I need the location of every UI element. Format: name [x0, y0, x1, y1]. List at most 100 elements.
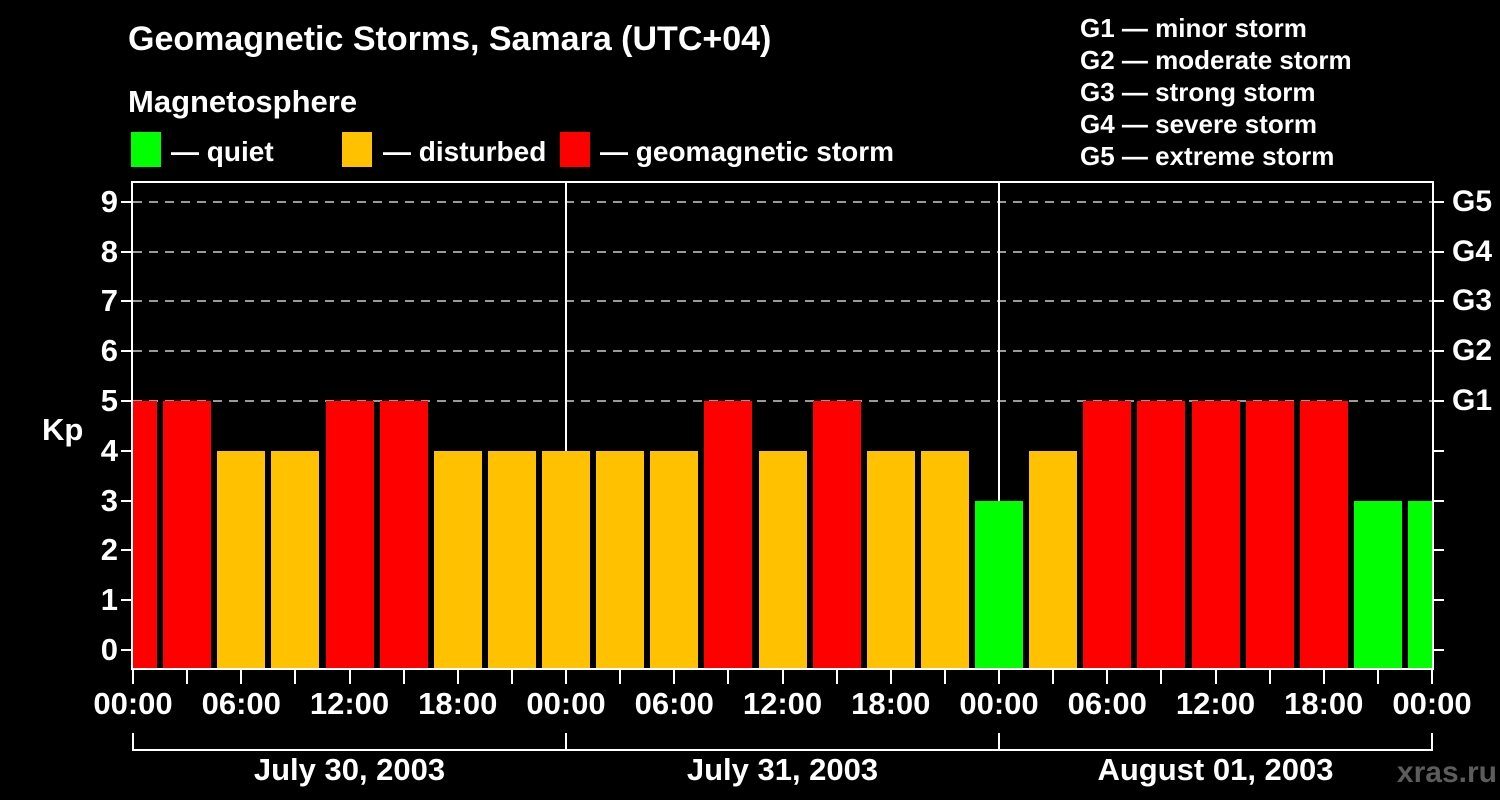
kp-bar-storm — [812, 401, 861, 668]
g-scale-label-g5: G5 — [1452, 184, 1493, 218]
y-axis-label-4: 4 — [100, 432, 118, 468]
x-axis-tick — [1322, 670, 1325, 684]
y-axis-tick-right — [1434, 649, 1444, 651]
quiet-legend-label: — quiet — [171, 136, 274, 167]
y-axis-tick-left — [121, 449, 131, 452]
x-axis-tick — [186, 670, 189, 684]
date-label: August 01, 2003 — [1097, 752, 1334, 787]
y-axis-label-0: 0 — [100, 632, 118, 667]
time-label: 18:00 — [1284, 686, 1364, 721]
kp-bar-disturbed — [650, 450, 699, 668]
disturbed-legend-label: — disturbed — [383, 136, 547, 167]
time-label: 18:00 — [418, 686, 498, 721]
day-separator-line — [998, 183, 1000, 668]
x-axis-tick — [943, 670, 946, 684]
time-label: 12:00 — [742, 686, 823, 721]
kp-bar-disturbed — [596, 450, 645, 668]
y-axis-label-9: 9 — [100, 183, 118, 219]
time-label: 00:00 — [959, 686, 1039, 721]
kp-bar-disturbed — [758, 450, 807, 668]
date-bracket-riser — [132, 733, 134, 751]
y-axis-tick-right — [1434, 499, 1444, 502]
kp-bar-storm — [133, 401, 157, 668]
kp-bar-disturbed — [866, 450, 915, 668]
gridline-kp7 — [133, 300, 1432, 303]
chart-subtitle: Magnetosphere — [128, 84, 358, 119]
x-axis-tick — [1376, 670, 1379, 684]
kp-bar-disturbed — [487, 450, 536, 668]
y-axis-tick-right — [1434, 300, 1444, 303]
y-axis-label-8: 8 — [100, 233, 118, 269]
x-axis-tick — [619, 670, 622, 684]
time-label: 06:00 — [201, 686, 281, 721]
day-separator-line — [565, 183, 567, 668]
x-axis-tick — [240, 670, 243, 684]
g1-legend-line: G1 — minor storm — [1080, 13, 1307, 43]
y-axis-label-7: 7 — [100, 283, 118, 319]
x-axis-tick — [132, 670, 134, 684]
y-axis-tick-left — [121, 300, 131, 303]
y-axis-tick-left — [121, 499, 131, 502]
y-axis-tick-left — [121, 250, 131, 253]
y-axis-tick-right — [1434, 350, 1444, 353]
storm-color-swatch — [560, 132, 590, 167]
kp-bar-disturbed — [433, 450, 482, 668]
x-axis-tick — [565, 670, 567, 684]
x-axis-tick — [294, 670, 297, 684]
x-axis-tick — [781, 670, 784, 684]
time-label: 00:00 — [526, 686, 606, 721]
time-label: 18:00 — [851, 686, 931, 721]
y-axis-tick-right — [1434, 400, 1444, 402]
y-axis-tick-left — [121, 200, 131, 203]
plot-area — [131, 181, 1434, 670]
storm-legend-label: — geomagnetic storm — [600, 136, 895, 167]
date-label: July 31, 2003 — [686, 752, 879, 787]
date-bracket-riser — [998, 733, 1000, 751]
x-axis-tick — [889, 670, 892, 684]
g3-legend-line: G3 — strong storm — [1080, 77, 1316, 107]
g2-legend-line: G2 — moderate storm — [1080, 45, 1352, 75]
date-bracket-riser — [1431, 733, 1433, 751]
x-axis-tick — [402, 670, 405, 684]
kp-bar-storm — [379, 401, 428, 668]
x-axis-tick — [1106, 670, 1109, 684]
x-axis-tick — [727, 670, 730, 684]
kp-bar-storm — [704, 401, 753, 668]
x-axis-tick — [998, 670, 1000, 684]
y-axis-tick-left — [121, 400, 131, 402]
storm-scale-legend: G1 — minor storm G2 — moderate storm G3 … — [1080, 12, 1352, 172]
y-axis-title: Kp — [42, 412, 84, 447]
gridline-kp5 — [133, 400, 1432, 402]
kp-bar-disturbed — [542, 450, 590, 668]
date-label: July 30, 2003 — [253, 752, 446, 787]
kp-bar-quiet — [975, 500, 1023, 668]
y-axis-label-1: 1 — [100, 582, 118, 618]
y-axis-tick-left — [121, 549, 131, 552]
kp-bar-storm — [1083, 401, 1132, 668]
gridline-kp6 — [133, 350, 1432, 353]
time-label: 00:00 — [1392, 686, 1472, 721]
kp-bar-storm — [1137, 401, 1186, 668]
g4-legend-line: G4 — severe storm — [1080, 109, 1318, 139]
kp-bar-disturbed — [1029, 450, 1078, 668]
watermark: xras.ru — [1396, 756, 1497, 789]
kp-bar-storm — [1245, 401, 1294, 668]
kp-bar-disturbed — [271, 450, 320, 668]
quiet-color-swatch — [131, 132, 161, 167]
kp-bar-disturbed — [920, 450, 969, 668]
y-axis-tick-right — [1434, 449, 1444, 452]
y-axis-tick-left — [121, 649, 131, 651]
x-axis-tick — [1052, 670, 1055, 684]
y-axis-tick-left — [121, 350, 131, 353]
kp-bar-storm — [325, 401, 374, 668]
kp-bar-quiet — [1408, 500, 1432, 668]
y-axis-tick-right — [1434, 549, 1444, 552]
x-axis-tick — [673, 670, 676, 684]
x-axis-tick — [510, 670, 513, 684]
g5-legend-line: G5 — extreme storm — [1080, 141, 1335, 171]
time-label: 06:00 — [1067, 686, 1147, 721]
disturbed-color-swatch — [342, 132, 372, 167]
y-axis-tick-left — [121, 599, 131, 602]
y-axis-tick-right — [1434, 250, 1444, 253]
x-axis-tick — [1431, 670, 1433, 684]
